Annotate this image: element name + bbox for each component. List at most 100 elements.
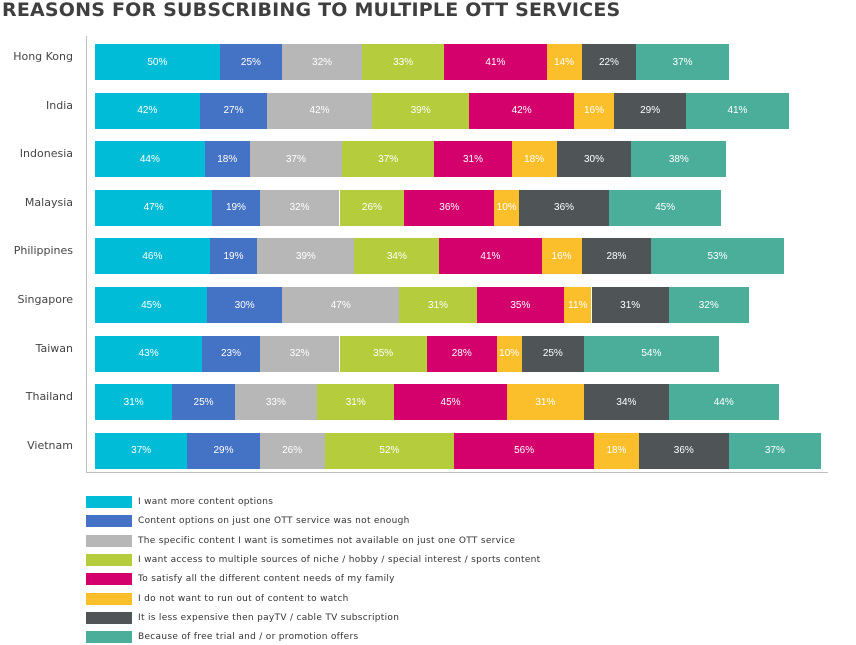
- bar-segment: 25%: [172, 384, 235, 421]
- data-label: 26%: [282, 445, 303, 457]
- bar-segment: 45%: [95, 287, 208, 323]
- data-label: 42%: [511, 105, 532, 117]
- data-label: 14%: [554, 56, 575, 68]
- data-label: 44%: [713, 396, 734, 408]
- bar-segment: 42%: [469, 92, 575, 129]
- bar-segment: 47%: [282, 287, 400, 323]
- bar-segment: 37%: [636, 44, 729, 80]
- legend-label: Content options on just one OTT service …: [138, 516, 410, 527]
- bar-segment: 34%: [584, 384, 669, 421]
- data-label: 31%: [428, 299, 449, 311]
- data-label: 50%: [147, 56, 168, 68]
- bar-segment: 56%: [454, 432, 594, 469]
- bar-segment: 32%: [282, 44, 362, 80]
- chart-title: REASONS FOR SUBSCRIBING TO MULTIPLE OTT …: [2, 0, 621, 21]
- bar-segment: 33%: [361, 44, 445, 80]
- legend-swatch: [86, 496, 132, 508]
- bar-segment: 31%: [95, 384, 173, 421]
- data-label: 25%: [542, 348, 563, 360]
- bar-segment: 19%: [212, 189, 260, 226]
- bar-segment: 45%: [608, 189, 722, 226]
- data-label: 47%: [143, 202, 164, 214]
- bar-segment: 41%: [439, 238, 542, 275]
- bar-segment: 18%: [594, 432, 639, 469]
- bar-segment: 36%: [404, 189, 495, 226]
- bar-segment: 38%: [631, 141, 727, 178]
- bar-segment: 29%: [613, 92, 687, 129]
- data-label: 18%: [606, 445, 627, 457]
- bar-segment: 39%: [371, 92, 470, 129]
- bar-segment: 44%: [668, 384, 779, 421]
- bar-segment: 37%: [249, 141, 342, 178]
- bar-segment: 11%: [564, 287, 592, 323]
- data-label: 18%: [524, 153, 545, 165]
- data-label: 45%: [141, 299, 162, 311]
- data-label: 45%: [440, 396, 461, 408]
- data-label: 37%: [131, 445, 152, 457]
- bar-segment: 28%: [581, 238, 652, 275]
- bar-segment: 36%: [519, 189, 609, 226]
- data-label: 26%: [361, 202, 382, 214]
- bar-segment: 32%: [668, 287, 749, 323]
- data-label: 25%: [240, 56, 261, 68]
- legend-label: It is less expensive then payTV / cable …: [138, 612, 400, 623]
- bar-segment: 54%: [584, 335, 719, 372]
- data-label: 32%: [698, 299, 719, 311]
- bar-segment: 25%: [521, 335, 585, 372]
- bar-segment: 30%: [207, 287, 283, 323]
- bar-segment: 42%: [95, 92, 200, 129]
- legend-swatch: [86, 631, 132, 644]
- data-label: 31%: [535, 396, 556, 408]
- bar-segment: 31%: [399, 287, 477, 323]
- data-label: 52%: [379, 445, 400, 457]
- data-label: 41%: [480, 250, 501, 262]
- bar-segment: 18%: [511, 141, 557, 178]
- data-label: 30%: [234, 299, 255, 311]
- data-label: 47%: [330, 299, 351, 311]
- data-label: 33%: [393, 56, 414, 68]
- bar-segment: 43%: [95, 335, 203, 372]
- category-label: Thailand: [25, 390, 73, 404]
- data-label: 22%: [598, 56, 619, 68]
- legend-label: Because of free trial and / or promotion…: [138, 632, 359, 643]
- data-label: 25%: [193, 396, 214, 408]
- bar-segment: 28%: [426, 335, 497, 372]
- data-label: 29%: [640, 105, 661, 117]
- bar-segment: 52%: [324, 432, 455, 469]
- bar-segment: 50%: [95, 44, 220, 80]
- data-label: 36%: [439, 202, 460, 214]
- data-label: 35%: [510, 299, 531, 311]
- legend-swatch: [86, 592, 132, 605]
- bar-segment: 26%: [339, 189, 405, 226]
- bar-segment: 34%: [354, 238, 440, 275]
- bar-segment: 18%: [204, 141, 250, 178]
- category-axis: [86, 36, 87, 472]
- bar-segment: 41%: [686, 92, 789, 129]
- bar-segment: 37%: [95, 432, 188, 469]
- data-label: 39%: [410, 105, 431, 117]
- data-label: 41%: [485, 56, 506, 68]
- data-label: 36%: [673, 445, 694, 457]
- legend-swatch: [86, 611, 132, 624]
- bar-segment: 46%: [95, 238, 210, 275]
- legend-label: I do not want to run out of content to w…: [138, 593, 349, 604]
- bar-segment: 31%: [434, 141, 512, 178]
- category-label: Taiwan: [35, 341, 73, 355]
- bar-segment: 35%: [339, 335, 427, 372]
- data-label: 44%: [139, 153, 160, 165]
- bar-segment: 47%: [95, 189, 213, 226]
- bar-segment: 23%: [202, 335, 260, 372]
- data-label: 32%: [289, 202, 310, 214]
- bar-segment: 22%: [581, 44, 637, 80]
- data-label: 30%: [583, 153, 604, 165]
- data-label: 31%: [462, 153, 483, 165]
- data-label: 10%: [496, 202, 517, 214]
- bar-segment: 19%: [209, 238, 258, 275]
- bar-segment: 30%: [556, 141, 632, 178]
- data-label: 19%: [223, 250, 244, 262]
- legend-label: I want access to multiple sources of nic…: [138, 554, 541, 565]
- legend-label: To satisfy all the different content nee…: [138, 574, 395, 585]
- data-label: 37%: [764, 445, 785, 457]
- data-label: 43%: [138, 348, 159, 360]
- bar-segment: 31%: [591, 287, 669, 323]
